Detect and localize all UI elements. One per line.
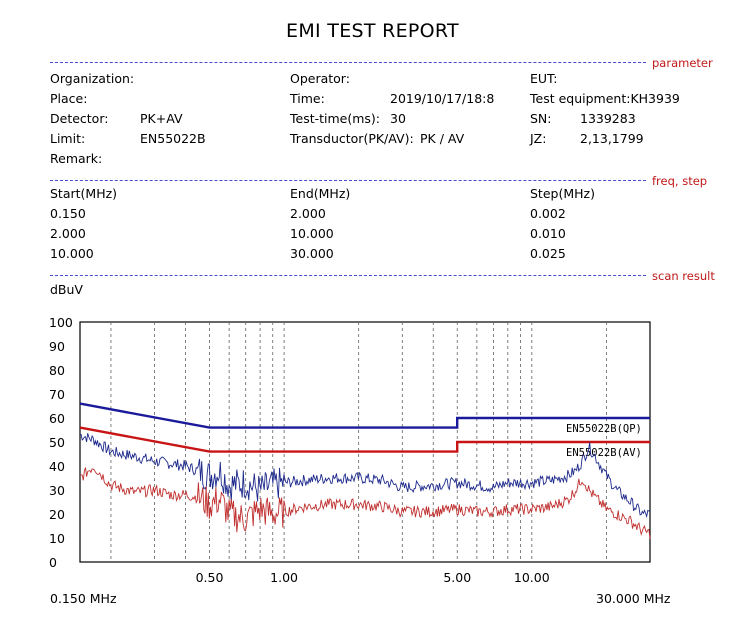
y-tick-label: 10	[49, 531, 65, 546]
y-tick-label: 70	[49, 387, 65, 402]
qp-limit-label: EN55022B(QP)	[566, 423, 642, 435]
x-tick-label: 5.00	[443, 570, 471, 585]
freq-cell: 0.010	[530, 226, 566, 241]
scan-result-divider	[50, 275, 646, 276]
y-tick-label: 90	[49, 339, 65, 354]
freq-cell: 30.000	[290, 246, 334, 261]
step-header: Step(MHz)	[530, 186, 595, 201]
operator-label: Operator:	[290, 71, 350, 86]
x-tick-label: 10.00	[514, 570, 550, 585]
y-tick-label: 40	[49, 459, 65, 474]
remark-label: Remark:	[50, 151, 103, 166]
av-limit-label: EN55022B(AV)	[566, 447, 642, 459]
time-value: 2019/10/17/18:8	[390, 91, 495, 106]
y-tick-label: 50	[49, 435, 65, 450]
transducer-value: PK / AV	[420, 131, 465, 146]
test-time-value: 30	[390, 111, 406, 126]
start-header: Start(MHz)	[50, 186, 118, 201]
y-tick-label: 0	[49, 555, 57, 570]
peak-measurement-trace	[79, 433, 651, 519]
limit-value: EN55022B	[140, 131, 206, 146]
y-tick-label: 60	[49, 411, 65, 426]
test-time-label: Test-time(ms):	[290, 111, 381, 126]
freq-cell: 0.150	[50, 206, 86, 221]
qp-limit-line	[79, 402, 650, 429]
freq-step-section-tag: freq, step	[652, 174, 708, 188]
detector-label: Detector:	[50, 111, 109, 126]
freq-cell: 2.000	[50, 226, 86, 241]
test-equipment: Test equipment:KH3939	[530, 91, 680, 106]
freq-cell: 0.002	[530, 206, 566, 221]
freq-step-divider	[50, 180, 646, 181]
sn-value: 1339283	[580, 111, 636, 126]
average-measurement-trace	[79, 467, 651, 539]
x-min-label: 0.150 MHz	[50, 591, 117, 606]
end-header: End(MHz)	[290, 186, 351, 201]
jz-label: JZ:	[530, 131, 547, 146]
place-label: Place:	[50, 91, 88, 106]
time-label: Time:	[290, 91, 325, 106]
freq-cell: 2.000	[290, 206, 326, 221]
freq-cell: 10.000	[50, 246, 94, 261]
eut-label: EUT:	[530, 71, 558, 86]
freq-cell: 10.000	[290, 226, 334, 241]
y-tick-label: 100	[49, 315, 73, 330]
freq-cell: 0.025	[530, 246, 566, 261]
y-tick-label: 80	[49, 363, 65, 378]
organization-label: Organization:	[50, 71, 135, 86]
y-tick-label: 30	[49, 483, 65, 498]
av-limit-line	[79, 426, 650, 453]
jz-value: 2,13,1799	[580, 131, 644, 146]
limit-label: Limit:	[50, 131, 86, 146]
scan-result-section-tag: scan result	[652, 269, 715, 283]
parameter-divider	[50, 62, 646, 63]
x-max-label: 30.000 MHz	[596, 591, 671, 606]
x-tick-label: 1.00	[270, 570, 298, 585]
report-title: EMI TEST REPORT	[286, 20, 459, 42]
detector-value: PK+AV	[140, 111, 183, 126]
x-tick-label: 0.50	[196, 570, 224, 585]
y-axis-unit: dBuV	[50, 282, 83, 297]
transducer-label: Transductor(PK/AV):	[290, 131, 414, 146]
y-tick-label: 20	[49, 507, 65, 522]
parameter-section-tag: parameter	[652, 56, 713, 70]
sn-label: SN:	[530, 111, 552, 126]
